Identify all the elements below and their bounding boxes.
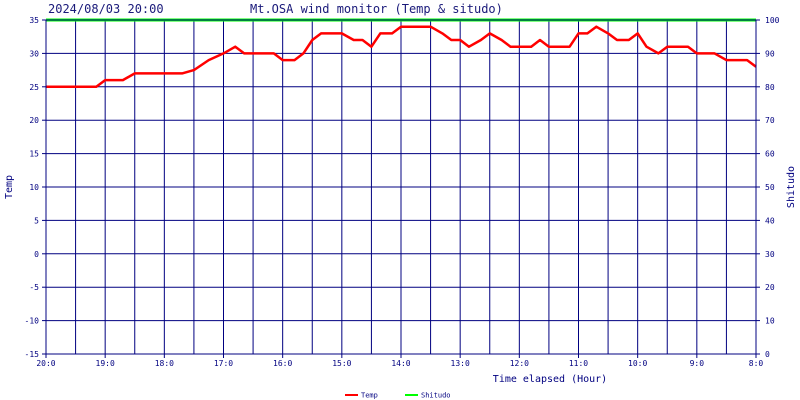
x-tick-label: 8:0 <box>749 359 764 368</box>
y2-tick-label: 40 <box>765 216 775 225</box>
y2-tick-label: 20 <box>765 283 775 292</box>
y2-tick-label: 0 <box>765 350 770 359</box>
y2-tick-label: 90 <box>765 49 775 58</box>
y2-axis-ticks: 0 10 20 30 40 50 60 70 80 90 100 <box>756 16 780 359</box>
y2-tick-label: 100 <box>765 16 780 25</box>
y-tick-label: 25 <box>29 83 39 92</box>
y2-tick-label: 70 <box>765 116 775 125</box>
y2-axis-label: Shitudo <box>786 166 797 208</box>
y-tick-label: 15 <box>29 150 39 159</box>
y2-tick-label: 50 <box>765 183 775 192</box>
x-tick-label: 15:0 <box>332 359 351 368</box>
x-tick-label: 17:0 <box>214 359 233 368</box>
x-tick-label: 14:0 <box>391 359 410 368</box>
chart-title: Mt.OSA wind monitor (Temp & situdo) <box>250 2 503 16</box>
y2-tick-label: 30 <box>765 250 775 259</box>
x-tick-label: 10:0 <box>628 359 647 368</box>
legend-label-shitudo: Shitudo <box>421 392 451 400</box>
series-line-temp <box>46 25 757 89</box>
x-tick-label: 20:0 <box>36 359 55 368</box>
y-tick-label: 5 <box>34 216 39 225</box>
x-tick-label: 19:0 <box>96 359 115 368</box>
x-tick-label: 12:0 <box>510 359 529 368</box>
x-tick-label: 13:0 <box>451 359 470 368</box>
y-axis-label: Temp <box>4 175 15 199</box>
y-tick-label: -15 <box>25 350 40 359</box>
y2-tick-label: 80 <box>765 83 775 92</box>
y-tick-label: 10 <box>29 183 39 192</box>
grid <box>46 20 756 354</box>
legend: Temp Shitudo <box>345 392 451 400</box>
y-tick-label: 35 <box>29 16 39 25</box>
x-tick-label: 9:0 <box>690 359 705 368</box>
x-tick-label: 11:0 <box>569 359 588 368</box>
y2-tick-label: 60 <box>765 150 775 159</box>
y-tick-label: 30 <box>29 49 39 58</box>
y-tick-label: 20 <box>29 116 39 125</box>
x-axis-ticks: 20:0 19:0 18:0 17:0 16:0 15:0 14:0 13:0 12:0 11:0… <box>36 354 763 368</box>
x-tick-label: 18:0 <box>155 359 174 368</box>
x-tick-label: 16:0 <box>273 359 292 368</box>
legend-label-temp: Temp <box>361 392 378 400</box>
x-axis-label: Time elapsed (Hour) <box>493 374 607 385</box>
y-tick-label: 0 <box>34 250 39 259</box>
y-tick-label: -10 <box>25 317 40 326</box>
chart-datetime: 2024/08/03 20:00 <box>48 2 164 16</box>
y2-tick-label: 10 <box>765 317 775 326</box>
y-axis-ticks: -15 -10 -5 0 5 10 15 20 25 30 35 <box>25 16 46 359</box>
y-tick-label: -5 <box>29 283 39 292</box>
